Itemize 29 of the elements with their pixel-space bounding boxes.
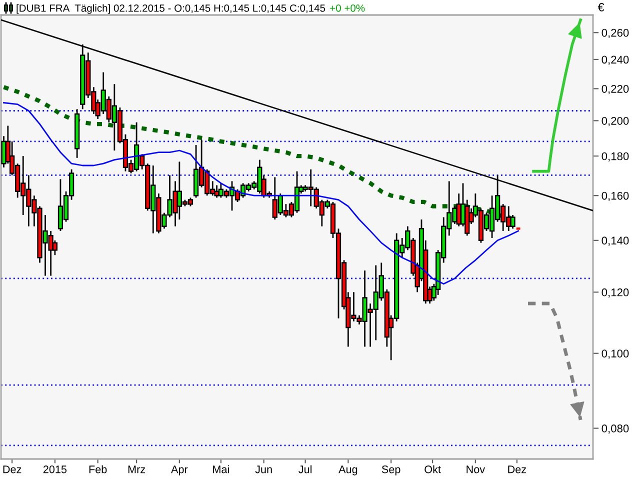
chart-subtitle: +0 +0% [330,4,365,12]
x-tick-label: Mai [213,465,229,474]
candlestick [510,214,516,230]
x-tick-label: Jun [255,466,272,474]
x-tick-label: Aug [338,466,358,476]
y-tick-label: 0,240 [602,56,629,65]
x-tick-label: Feb [89,465,107,474]
x-tick-label: Dez [3,466,22,474]
x-tick-label: Nov [466,466,486,474]
y-axis-title: € [598,2,604,12]
y-tick-label: 0,080 [602,424,629,434]
y-tick-label: 0,100 [602,350,629,359]
x-tick-label: Okt [424,465,441,474]
y-tick-label: 0,200 [602,116,629,126]
y-tick-label: 0,140 [602,236,629,246]
y-tick-label: 0,260 [602,28,629,38]
x-tick-label: Dez [508,466,526,474]
line-series [526,302,582,422]
line-series [532,18,582,173]
y-tick-label: 0,120 [602,288,629,298]
y-tick-label: 0,220 [602,84,629,94]
x-tick-label: Jul [298,465,312,474]
y-tick-label: 0,180 [602,152,629,162]
x-tick-label: 2015 [43,466,67,474]
x-tick-label: Apr [171,466,188,476]
x-tick-label: Mrz [128,466,146,474]
x-tick-label: Sep [382,466,400,476]
y-tick-label: 0,160 [602,192,629,202]
chart-title: [DUB1 FRA Täglich] 02.12.2015 - O:0,145 H:0,145 L:0,145 C:0,145 [16,4,326,14]
